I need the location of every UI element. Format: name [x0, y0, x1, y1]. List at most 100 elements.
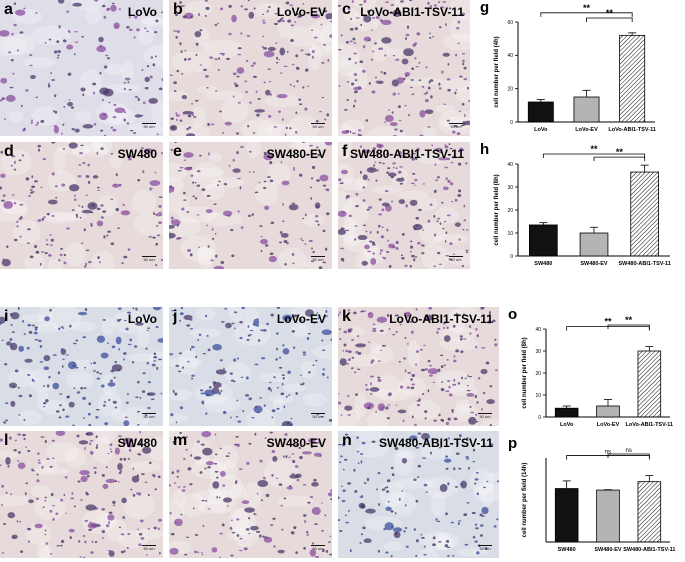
significance-label: **: [583, 3, 591, 13]
chart-letter: o: [508, 306, 518, 323]
scale-label: 50 um: [312, 257, 324, 262]
panel-letter: e: [173, 143, 182, 160]
y-tick-label: 40: [507, 162, 513, 168]
panel-title: LoVo-EV: [276, 5, 326, 19]
micrograph-image: [338, 0, 470, 136]
chart-plot: 0 10 20 30 40 cell number per field (8h) SW480…: [494, 144, 671, 267]
micrograph-a: a LoVo 50 um: [0, 0, 163, 136]
panel-title: SW480-EV: [266, 436, 326, 450]
bar-lovo-abi1-tsv-11: [637, 350, 662, 418]
significance-label: ns: [625, 448, 631, 454]
y-tick-label: 30: [507, 185, 513, 191]
y-tick-label: 10: [507, 231, 513, 237]
panel-title: SW480-ABI1-TSV-11: [378, 436, 493, 450]
bar-lovo: [554, 407, 579, 418]
panel-letter: m: [173, 432, 188, 449]
chart-plot: cell number per field (14h) SW480 SW480-EV…: [522, 448, 675, 553]
micrograph-image: [338, 307, 499, 426]
scale-bar: 50 um: [478, 544, 492, 552]
scale-label: 50 um: [143, 546, 155, 551]
micrograph-i: i LoVo 50 um: [0, 307, 163, 426]
scale-label: 50 um: [312, 414, 324, 419]
chart-letter: g: [480, 0, 490, 16]
category-label: LoVo-EV: [575, 127, 598, 133]
panel-title: SW480-ABI1-TSV-11: [349, 147, 464, 161]
scale-bar: 50 um: [142, 544, 156, 552]
panel-letter: l: [4, 432, 9, 449]
panel-title: SW480: [117, 147, 157, 161]
significance-label: **: [604, 317, 612, 327]
category-label: LoVo-ABI1-TSV-11: [626, 422, 674, 428]
significance-bracket: **: [540, 3, 633, 17]
y-tick-label: 40: [535, 327, 541, 333]
panel-letter: j: [173, 308, 178, 325]
category-label: SW480-EV: [594, 547, 622, 553]
micrograph-image: [169, 142, 332, 269]
micrograph-j: j LoVo-EV 50 um: [169, 307, 332, 426]
panel-title: LoVo-ABI1-TSV-11: [360, 5, 464, 19]
chart-letter: p: [508, 435, 518, 452]
micrograph-l: l SW480 50 um: [0, 431, 163, 558]
micrograph-e: e SW480-EV 50 um: [169, 142, 332, 269]
bar-chart-p: p cell number per field (14h) SW480 SW480-…: [508, 436, 680, 560]
micrograph-image: [338, 142, 470, 269]
micrograph-image: [169, 0, 332, 136]
y-axis-label: cell number per field (4h): [494, 36, 500, 107]
significance-label: **: [625, 315, 633, 325]
y-tick-label: 0: [510, 254, 513, 260]
significance-bracket: **: [607, 315, 650, 329]
scale-bar: 50 um: [142, 255, 156, 263]
category-label: SW480: [534, 261, 552, 267]
micrograph-image: [0, 142, 163, 269]
significance-label: **: [616, 147, 624, 157]
y-tick-label: 20: [507, 208, 513, 214]
bar-sw480-abi1-tsv-11: [630, 171, 660, 257]
micrograph-c: c LoVo-ABI1-TSV-11 50 um: [338, 0, 470, 136]
panel-letter: k: [342, 308, 351, 325]
panel-title: LoVo-ABI1-TSV-11: [389, 312, 493, 326]
y-tick-label: 0: [538, 415, 541, 421]
y-tick-label: 10: [535, 393, 541, 399]
scale-bar: 50 um: [449, 255, 463, 263]
micrograph-image: [169, 307, 332, 426]
scale-label: 50 um: [450, 124, 462, 129]
scale-bar: 50 um: [142, 412, 156, 420]
scale-label: 50 um: [143, 414, 155, 419]
panel-title: SW480: [117, 436, 157, 450]
bar-sw480: [554, 488, 579, 543]
category-label: LoVo: [560, 422, 574, 428]
chart-plot: 0 20 40 60 cell number per field (4h) LoVo LoV…: [494, 3, 656, 133]
bar-sw480-ev: [579, 232, 609, 257]
micrograph-image: [0, 431, 163, 558]
category-label: SW480-EV: [580, 261, 608, 267]
y-axis-label: cell number per field (8h): [522, 337, 528, 408]
micrograph-image: [0, 0, 163, 136]
y-tick-label: 40: [507, 53, 513, 59]
bar-chart-g: g 0 20 40 60 cell number per field (4h) LoVo L…: [480, 0, 665, 140]
bar-chart-h: h 0 10 20 30 40 cell number per field (8h) SW4…: [480, 142, 680, 274]
y-tick-label: 30: [535, 349, 541, 355]
micrograph-b: b LoVo-EV 50 um: [169, 0, 332, 136]
scale-bar: 50 um: [311, 544, 325, 552]
scale-label: 50 um: [479, 414, 491, 419]
panel-letter: b: [173, 1, 183, 18]
y-tick-label: 20: [507, 86, 513, 92]
bar-sw480: [529, 224, 558, 257]
category-label: LoVo: [534, 127, 548, 133]
micrograph-k: k LoVo-ABI1-TSV-11 50 um: [338, 307, 499, 426]
micrograph-f: f SW480-ABI1-TSV-11 50 um: [338, 142, 470, 269]
category-label: LoVo-ABI1-TSV-11: [608, 127, 656, 133]
chart-letter: h: [480, 141, 490, 158]
y-axis-label: cell number per field (14h): [522, 463, 528, 538]
scale-bar: 50 um: [311, 122, 325, 130]
micrograph-m: m SW480-EV 50 um: [169, 431, 332, 558]
panel-letter: f: [342, 143, 348, 160]
panel-letter: n: [342, 432, 352, 449]
chart-plot: 0 10 20 30 40 cell number per field (8h) LoVo L…: [522, 315, 674, 428]
significance-bracket: **: [542, 144, 646, 158]
bar-sw480-abi1-tsv-11: [637, 481, 662, 543]
significance-bracket: **: [593, 147, 646, 162]
significance-bracket: ns: [607, 448, 650, 458]
y-tick-label: 0: [510, 120, 513, 126]
category-label: SW480: [558, 547, 576, 553]
